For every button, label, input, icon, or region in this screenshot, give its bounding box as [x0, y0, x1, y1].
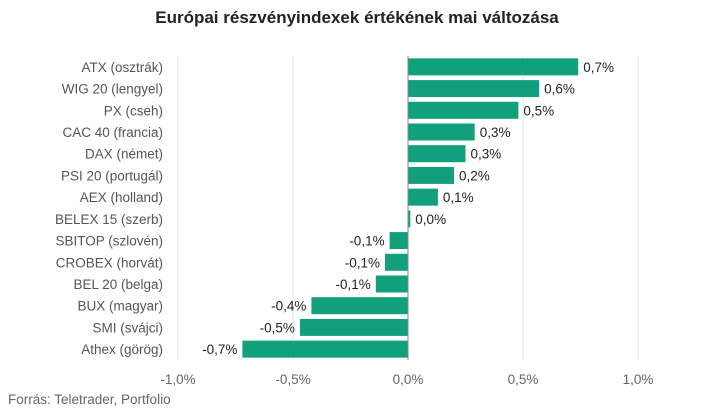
- category-label: PSI 20 (portugál): [61, 168, 163, 183]
- bar: [385, 253, 408, 271]
- bar: [408, 123, 475, 141]
- category-label: Athex (görög): [81, 342, 163, 357]
- data-label: -0,1%: [336, 277, 371, 292]
- category-label: AEX (holland): [80, 190, 163, 205]
- category-label: SBITOP (szlovén): [55, 234, 163, 249]
- source-note: Forrás: Teletrader, Portfolio: [8, 392, 171, 407]
- bar: [375, 275, 408, 293]
- category-label: BELEX 15 (szerb): [55, 212, 163, 227]
- data-label: 0,6%: [544, 82, 575, 97]
- category-label: SMI (svájci): [93, 320, 164, 335]
- x-tick-label: 1,0%: [623, 372, 654, 387]
- data-label: 0,5%: [523, 103, 554, 118]
- data-label: -0,5%: [260, 320, 295, 335]
- bar: [299, 318, 408, 336]
- bar: [408, 188, 438, 206]
- bar: [408, 145, 466, 163]
- chart-title: Európai részvényindexek értékének mai vá…: [155, 8, 559, 27]
- data-label: 0,0%: [415, 212, 446, 227]
- bar: [408, 101, 519, 119]
- category-label: CROBEX (horvát): [56, 255, 163, 270]
- data-label: -0,4%: [271, 299, 306, 314]
- category-label: WIG 20 (lengyel): [62, 82, 163, 97]
- category-label: BEL 20 (belga): [73, 277, 163, 292]
- category-label: ATX (osztrák): [81, 60, 163, 75]
- category-label: BUX (magyar): [77, 299, 163, 314]
- data-label: -0,1%: [349, 234, 384, 249]
- x-tick-label: 0,5%: [508, 372, 539, 387]
- bar: [311, 297, 408, 315]
- bar: [408, 210, 411, 228]
- labels: ATX (osztrák) 0,7% WIG 20 (lengyel) 0,6% PX …: [55, 60, 614, 357]
- gridlines: [177, 56, 639, 360]
- bar: [389, 232, 408, 250]
- bar: [408, 166, 454, 184]
- category-label: PX (cseh): [104, 103, 163, 118]
- data-label: 0,1%: [443, 190, 474, 205]
- x-axis-ticks: -1,0% -0,5% 0,0% 0,5% 1,0%: [160, 372, 653, 387]
- bars: [242, 58, 579, 358]
- bar: [408, 80, 540, 98]
- x-tick-label: -1,0%: [160, 372, 195, 387]
- bar: [408, 58, 579, 76]
- data-label: -0,7%: [202, 342, 237, 357]
- data-label: -0,1%: [345, 255, 380, 270]
- data-label: 0,2%: [459, 168, 490, 183]
- data-label: 0,3%: [480, 125, 511, 140]
- x-tick-label: 0,0%: [393, 372, 424, 387]
- bar: [242, 340, 408, 358]
- category-label: CAC 40 (francia): [62, 125, 163, 140]
- data-label: 0,7%: [583, 60, 614, 75]
- x-tick-label: -0,5%: [275, 372, 310, 387]
- data-label: 0,3%: [471, 147, 502, 162]
- category-label: DAX (német): [85, 147, 163, 162]
